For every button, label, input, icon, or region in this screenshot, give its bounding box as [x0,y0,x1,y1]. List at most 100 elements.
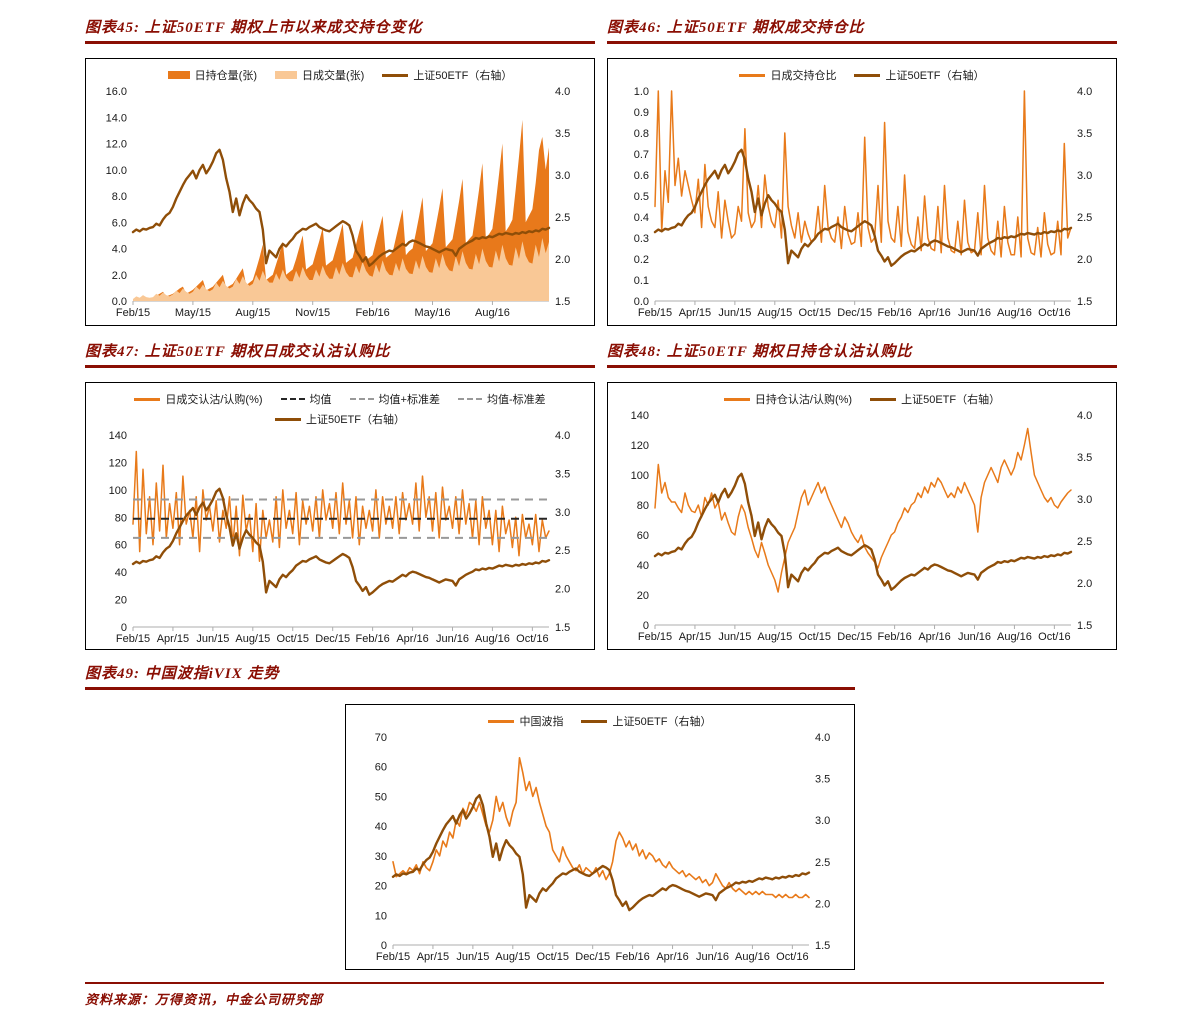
svg-text:2.0: 2.0 [555,254,570,266]
legend-label: 上证50ETF（右轴） [612,716,712,728]
legend-label: 上证50ETF（右轴） [305,414,405,426]
legend-label: 中国波指 [519,716,564,728]
legend-item: 日成交量(张) [274,67,365,83]
svg-text:60: 60 [637,530,649,542]
svg-text:60: 60 [115,540,127,552]
svg-text:4.0: 4.0 [1077,410,1092,422]
svg-text:Feb/16: Feb/16 [355,633,389,645]
svg-text:3.5: 3.5 [815,774,830,786]
svg-text:Feb/15: Feb/15 [116,633,150,645]
svg-text:Dec/15: Dec/15 [575,951,610,963]
svg-text:0.9: 0.9 [634,107,649,119]
line-swatch [488,719,515,723]
svg-text:4.0: 4.0 [555,86,570,98]
svg-text:Feb/15: Feb/15 [638,307,672,319]
svg-text:May/16: May/16 [414,307,450,319]
legend-label: 日成交量(张) [301,70,365,82]
svg-text:140: 140 [631,410,649,422]
x-axis-labels: Feb/15 Apr/15 Jun/15 Aug/15 Oct/15 Dec/15 Feb/… [638,631,1071,643]
legend-item: 上证50ETF（右轴） [870,391,1000,407]
svg-text:2.0: 2.0 [112,270,127,282]
area-swatch [274,71,297,79]
figure-46-title: 图表46: 上证50ETF 期权成交持仓比 [607,16,1117,44]
legend-label: 上证50ETF（右轴） [885,70,985,82]
figure-46-chart-frame: 日成交持仓比 上证50ETF（右轴） 0.0 0.1 0.2 0.3 0.4 0.5 0.6 0.… [607,58,1117,326]
svg-text:120: 120 [631,440,649,452]
legend-item: 上证50ETF（右轴） [274,411,405,427]
svg-text:Aug/16: Aug/16 [475,633,510,645]
right-axis-labels: 1.5 2.0 2.5 3.0 3.5 4.0 [1077,86,1092,308]
svg-text:Apr/15: Apr/15 [679,631,711,643]
figure-48-chart-frame: 日持仓认沽/认购(%) 上证50ETF（右轴） 0 20 40 60 80 100 120 140… [607,382,1117,650]
x-axis-labels: Feb/15 Apr/15 Jun/15 Aug/15 Oct/15 Dec/15 Feb/… [116,633,549,645]
svg-text:Aug/16: Aug/16 [735,951,770,963]
svg-text:Jun/15: Jun/15 [456,951,489,963]
legend-item: 日持仓量(张) [167,67,257,83]
area-swatch [167,71,190,79]
svg-text:6.0: 6.0 [112,217,127,229]
legend-item: 上证50ETF（右轴） [854,67,985,83]
figure-49-plot: 0 10 20 30 40 50 60 70 1.5 2.0 2.5 3.0 3.5 4.0 Feb/15 A… [375,732,831,963]
svg-text:4.0: 4.0 [555,430,570,442]
svg-text:30: 30 [375,851,387,863]
svg-text:Dec/15: Dec/15 [837,631,872,643]
legend-item: 日成交持仓比 [739,67,836,83]
line-series [654,427,1072,593]
svg-text:14.0: 14.0 [106,112,127,124]
svg-text:Feb/15: Feb/15 [638,631,672,643]
svg-text:Jun/16: Jun/16 [436,633,469,645]
svg-text:Aug/15: Aug/15 [757,307,792,319]
svg-text:Aug/15: Aug/15 [757,631,792,643]
dashed-line-swatch [280,398,305,400]
svg-text:100: 100 [109,485,127,497]
line-series [131,148,551,267]
svg-text:Feb/16: Feb/16 [877,307,911,319]
line-series [654,90,1072,258]
dashed-line-swatch [457,398,482,400]
svg-text:0.6: 0.6 [634,170,649,182]
svg-text:Feb/16: Feb/16 [877,631,911,643]
legend-label: 均值+标准差 [378,394,440,406]
figure-47-title: 图表47: 上证50ETF 期权日成交认沽认购比 [85,340,595,368]
figure-47-plot: 0 20 40 60 80 100 120 140 1.5 2.0 2.5 3.0 3.5 4.0 Feb/… [109,430,571,645]
svg-text:Apr/16: Apr/16 [656,951,688,963]
svg-text:60: 60 [375,762,387,774]
svg-text:Oct/15: Oct/15 [537,951,569,963]
legend-item: 日持仓认沽/认购(%) [723,391,853,407]
svg-text:Apr/15: Apr/15 [417,951,449,963]
line-swatch [581,719,608,723]
svg-text:May/15: May/15 [175,307,211,319]
svg-text:2.5: 2.5 [555,212,570,224]
svg-text:1.5: 1.5 [815,940,830,952]
svg-text:8.0: 8.0 [112,191,127,203]
svg-text:Oct/16: Oct/16 [1038,631,1070,643]
svg-text:40: 40 [375,821,387,833]
svg-text:2.5: 2.5 [555,545,570,557]
svg-text:20: 20 [375,881,387,893]
line-swatch [134,397,161,401]
svg-text:80: 80 [115,512,127,524]
svg-text:4.0: 4.0 [1077,86,1092,98]
svg-text:3.5: 3.5 [555,468,570,480]
svg-text:Oct/15: Oct/15 [799,631,831,643]
line-swatch [723,397,750,401]
right-axis-labels: 1.5 2.0 2.5 3.0 3.5 4.0 [815,732,830,952]
svg-text:0.3: 0.3 [634,233,649,245]
line-swatch [870,397,897,401]
legend-label: 均值-标准差 [486,394,546,406]
svg-text:3.0: 3.0 [1077,170,1092,182]
svg-text:Apr/16: Apr/16 [918,631,950,643]
legend-label: 上证50ETF（右轴） [413,70,513,82]
line-swatch [854,73,881,77]
right-axis-labels: 1.5 2.0 2.5 3.0 3.5 4.0 [555,86,570,308]
svg-text:Jun/16: Jun/16 [958,307,991,319]
right-axis-labels: 1.5 2.0 2.5 3.0 3.5 4.0 [1077,410,1092,632]
left-axis-labels: 0 10 20 30 40 50 60 70 [375,732,387,952]
svg-text:Apr/16: Apr/16 [396,633,428,645]
svg-text:Oct/16: Oct/16 [1038,307,1070,319]
svg-text:Apr/16: Apr/16 [918,307,950,319]
svg-text:Nov/15: Nov/15 [295,307,330,319]
figure-45-legend: 日持仓量(张) 日成交量(张) 上证50ETF（右轴） [89,67,591,83]
legend-label: 日持仓认沽/认购(%) [754,394,853,406]
svg-text:2.0: 2.0 [1077,578,1092,590]
